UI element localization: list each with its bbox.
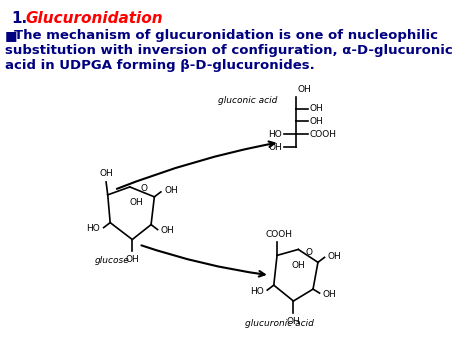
Text: OH: OH <box>99 169 113 178</box>
Text: OH: OH <box>310 104 324 113</box>
Text: O: O <box>140 184 147 193</box>
Text: OH: OH <box>286 317 301 326</box>
Text: O: O <box>305 248 312 257</box>
Text: OH: OH <box>161 226 174 235</box>
Text: ■: ■ <box>5 29 17 42</box>
Text: The mechanism of glucuronidation is one of nucleophilic: The mechanism of glucuronidation is one … <box>15 29 438 42</box>
Text: OH: OH <box>323 290 337 299</box>
Text: COOH: COOH <box>310 130 337 139</box>
Text: OH: OH <box>126 255 139 264</box>
Text: OH: OH <box>268 143 282 152</box>
Text: COOH: COOH <box>265 230 292 239</box>
Text: HO: HO <box>268 130 282 139</box>
Text: glucose: glucose <box>94 256 129 266</box>
Text: OH: OH <box>164 186 178 195</box>
Text: Glucuronidation: Glucuronidation <box>26 11 164 26</box>
Text: HO: HO <box>87 224 100 233</box>
Text: OH: OH <box>298 84 311 94</box>
Text: OH: OH <box>292 261 305 270</box>
Text: gluconic acid: gluconic acid <box>219 96 278 105</box>
Text: acid in UDPGA forming β-D-glucuronides.: acid in UDPGA forming β-D-glucuronides. <box>5 59 314 72</box>
Text: glucuronic acid: glucuronic acid <box>245 319 314 328</box>
Text: HO: HO <box>250 286 264 296</box>
Text: 1.: 1. <box>11 11 27 26</box>
Text: OH: OH <box>129 198 143 207</box>
Text: substitution with inversion of configuration, α-D-glucuronic: substitution with inversion of configura… <box>5 44 452 57</box>
Text: OH: OH <box>328 252 341 261</box>
Text: OH: OH <box>310 117 324 126</box>
